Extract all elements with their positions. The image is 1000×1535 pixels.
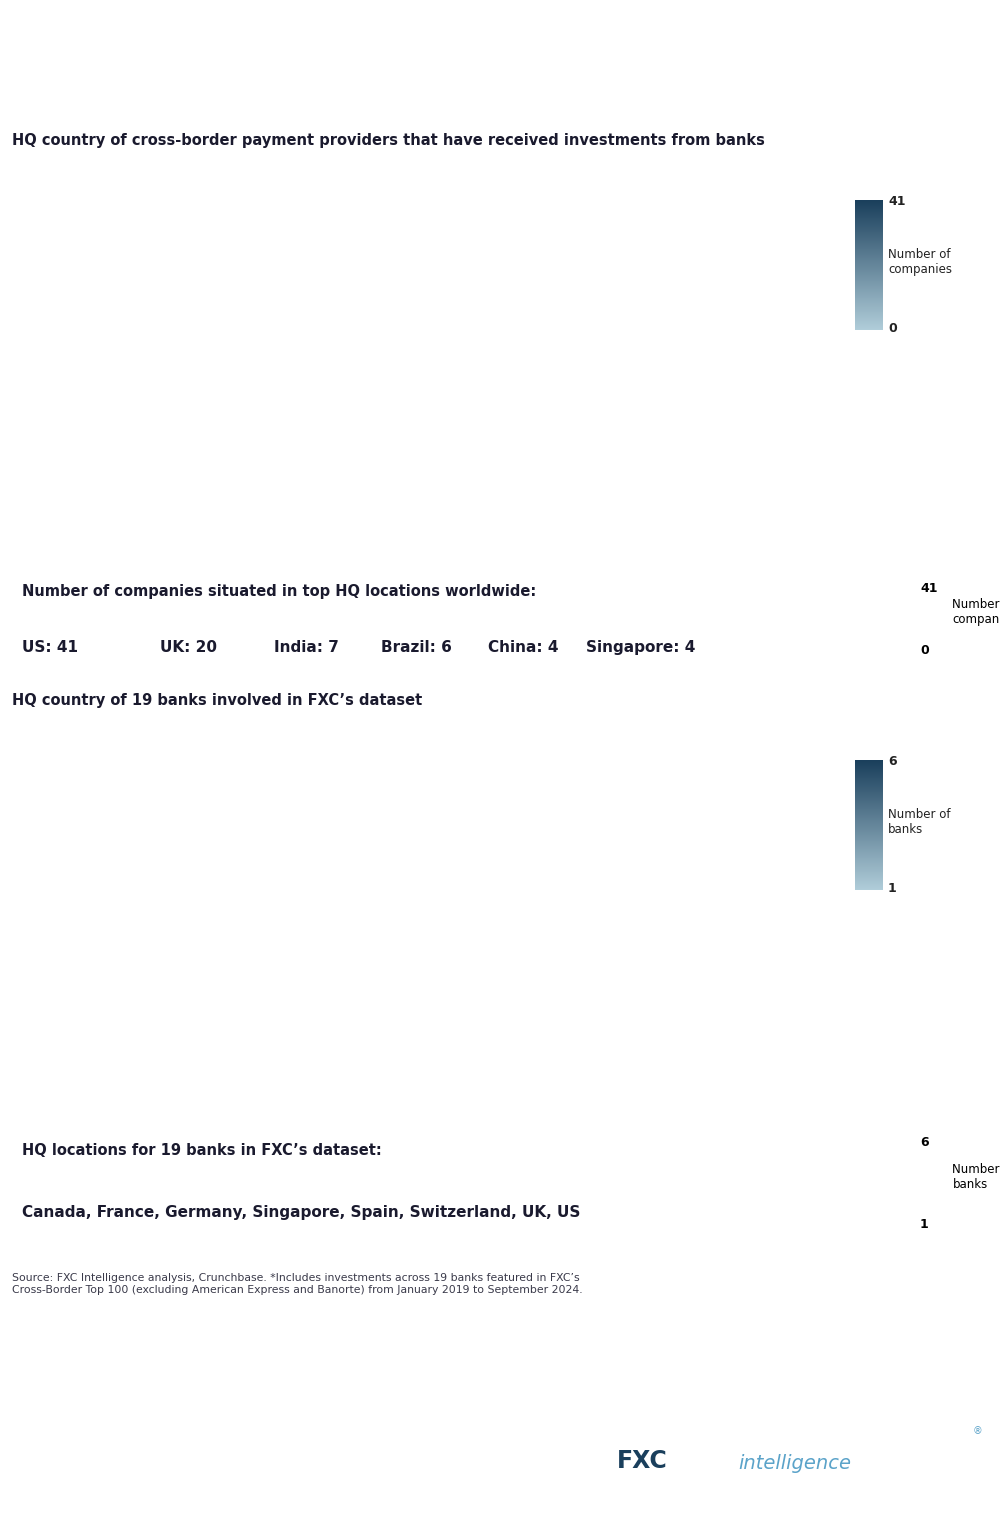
Text: HQ country of 19 banks involved in FXC’s dataset: HQ country of 19 banks involved in FXC’s… xyxy=(12,692,422,708)
Text: 6: 6 xyxy=(888,755,897,768)
Text: HQ locations of banks and invested payment companies, 2019-24*: HQ locations of banks and invested payme… xyxy=(12,80,597,98)
Text: 1: 1 xyxy=(888,883,897,895)
Text: Where are top banks investing in payments companies?: Where are top banks investing in payment… xyxy=(12,25,777,49)
Text: ®: ® xyxy=(972,1426,982,1437)
Text: Number of
banks: Number of banks xyxy=(952,1164,1000,1191)
Text: 1: 1 xyxy=(920,1219,929,1231)
Text: Number of
banks: Number of banks xyxy=(888,809,950,837)
Text: HQ country of cross-border payment providers that have received investments from: HQ country of cross-border payment provi… xyxy=(12,132,765,147)
Text: Brazil: 6: Brazil: 6 xyxy=(381,640,452,655)
Text: 41: 41 xyxy=(920,582,938,596)
Text: US: 41: US: 41 xyxy=(22,640,78,655)
Text: Canada, France, Germany, Singapore, Spain, Switzerland, UK, US: Canada, France, Germany, Singapore, Spai… xyxy=(22,1205,580,1220)
Text: 0: 0 xyxy=(920,645,929,657)
Text: 6: 6 xyxy=(920,1136,929,1148)
Text: Singapore: 4: Singapore: 4 xyxy=(586,640,695,655)
Text: China: 4: China: 4 xyxy=(488,640,558,655)
Text: Source: FXC Intelligence analysis, Crunchbase. *Includes investments across 19 b: Source: FXC Intelligence analysis, Crunc… xyxy=(12,1273,583,1294)
Text: 41: 41 xyxy=(888,195,906,209)
Text: HQ locations for 19 banks in FXC’s dataset:: HQ locations for 19 banks in FXC’s datas… xyxy=(22,1142,382,1157)
Text: 0: 0 xyxy=(888,322,897,335)
Text: Number of companies situated in top HQ locations worldwide:: Number of companies situated in top HQ l… xyxy=(22,583,536,599)
Text: Number of
companies: Number of companies xyxy=(888,249,952,276)
Text: UK: 20: UK: 20 xyxy=(160,640,217,655)
Text: Number of
companies: Number of companies xyxy=(952,599,1000,626)
Text: India: 7: India: 7 xyxy=(274,640,339,655)
Text: intelligence: intelligence xyxy=(738,1454,851,1474)
Text: FXC: FXC xyxy=(616,1449,667,1474)
